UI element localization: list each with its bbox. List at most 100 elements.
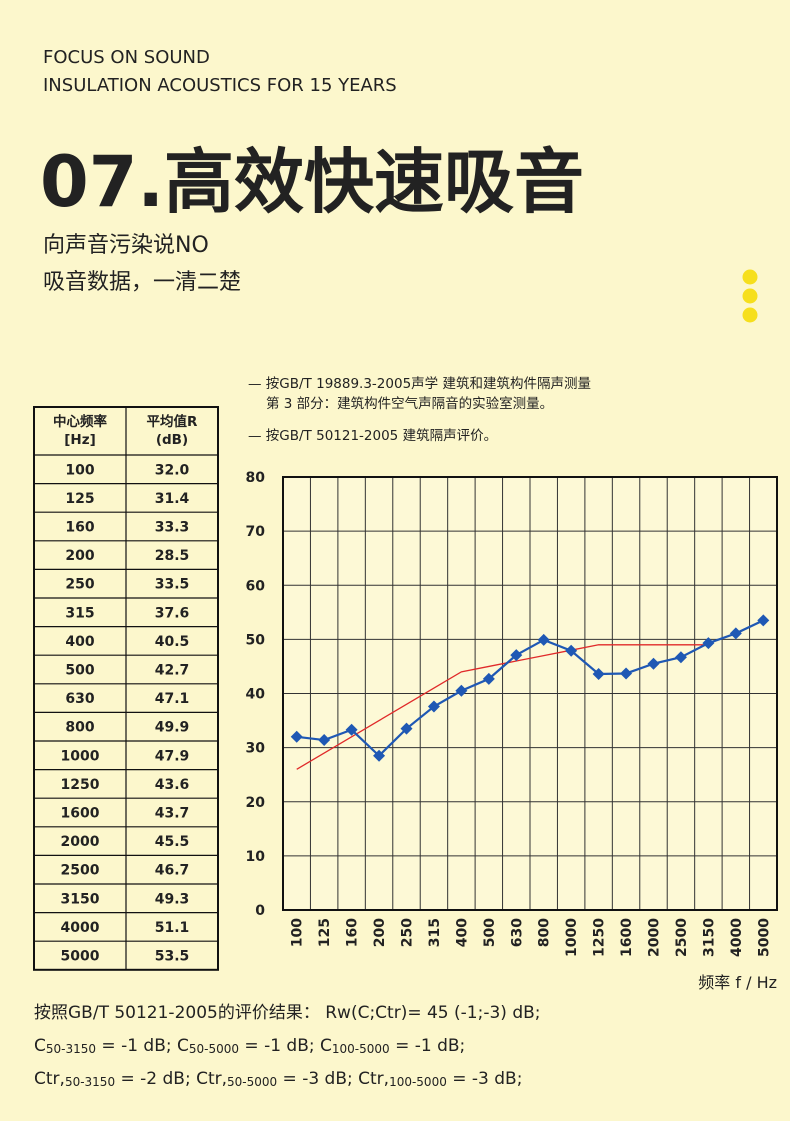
- table-cell: 125: [65, 491, 94, 507]
- y-tick-label: 80: [246, 470, 266, 486]
- table-cell: 53.5: [155, 949, 190, 965]
- table-cell: 43.6: [155, 777, 190, 793]
- x-tick-label: 160: [345, 918, 361, 947]
- marker: [757, 614, 770, 627]
- marker: [620, 667, 633, 680]
- marker: [702, 637, 715, 650]
- marker: [647, 657, 660, 670]
- marker: [729, 627, 742, 640]
- subscript: 100-5000: [389, 1075, 447, 1089]
- result-text: = -1 dB; C: [239, 1036, 332, 1056]
- y-tick-label: 60: [246, 578, 266, 594]
- plot-border: [282, 476, 778, 911]
- table-cell: 42.7: [155, 663, 190, 679]
- marker: [290, 730, 303, 743]
- result-line: Ctr,50-3150 = -2 dB; Ctr,50-5000 = -3 dB…: [34, 1069, 522, 1089]
- table-cell: 33.3: [155, 520, 190, 536]
- result-line: C50-3150 = -1 dB; C50-5000 = -1 dB; C100…: [34, 1036, 465, 1056]
- table-cell: 1000: [61, 748, 100, 764]
- title: 07.高效快速吸音: [40, 141, 584, 223]
- table-header: 平均值R: [147, 413, 198, 430]
- y-tick-label: 0: [255, 903, 265, 919]
- x-tick-label: 500: [482, 918, 498, 947]
- marker: [427, 700, 440, 713]
- tagline: INSULATION ACOUSTICS FOR 15 YEARS: [43, 75, 397, 96]
- marker: [373, 749, 386, 762]
- dot: [742, 288, 758, 304]
- table-cell: 1250: [61, 777, 100, 793]
- x-tick-label: 100: [290, 918, 306, 947]
- table-cell: 37.6: [155, 605, 190, 621]
- dot: [742, 269, 758, 285]
- table-cell: 46.7: [155, 863, 190, 879]
- table-cell: 45.5: [155, 834, 190, 850]
- marker: [455, 684, 468, 697]
- table-cell: 160: [65, 520, 94, 536]
- marker: [592, 668, 605, 681]
- subscript: 100-5000: [332, 1042, 390, 1056]
- x-tick-label: 1250: [592, 918, 608, 957]
- table-cell: 51.1: [155, 920, 190, 936]
- x-tick-label: 125: [317, 918, 333, 947]
- result-text: = -1 dB;: [390, 1036, 466, 1056]
- y-tick-label: 30: [246, 741, 266, 757]
- table-cell: 31.4: [155, 491, 190, 507]
- x-axis-label: 频率 f / Hz: [698, 973, 777, 992]
- x-tick-label: 400: [454, 918, 470, 947]
- y-tick-label: 20: [246, 795, 266, 811]
- result-text: Ctr,: [34, 1069, 65, 1089]
- subscript: 50-3150: [46, 1042, 96, 1056]
- x-tick-label: 2500: [674, 918, 690, 957]
- x-tick-label: 4000: [729, 918, 745, 957]
- series-line: [296, 644, 709, 770]
- subtitle: 向声音污染说NO: [43, 233, 209, 258]
- table-cell: 49.3: [155, 891, 190, 907]
- table-cell: 400: [65, 634, 94, 650]
- table-cell: 47.1: [155, 691, 190, 707]
- table-cell: 33.5: [155, 577, 190, 593]
- marker: [510, 649, 523, 662]
- x-tick-label: 3150: [701, 918, 717, 957]
- table-cell: 49.9: [155, 720, 190, 736]
- table-header: [Hz]: [64, 432, 96, 448]
- table-cell: 315: [65, 605, 94, 621]
- subtitle: 吸音数据，一清二楚: [43, 270, 241, 295]
- marker: [674, 651, 687, 664]
- marker: [400, 722, 413, 735]
- table-cell: 3150: [61, 891, 100, 907]
- result-text: = -3 dB;: [447, 1069, 523, 1089]
- marker: [318, 734, 331, 747]
- result-line: 按照GB/T 50121-2005的评价结果： Rw(C;Ctr)= 45 (-…: [34, 1003, 541, 1023]
- series-line: [296, 619, 764, 758]
- table-cell: 5000: [61, 949, 100, 965]
- x-tick-label: 5000: [756, 918, 772, 957]
- x-tick-label: 630: [509, 918, 525, 947]
- table-cell: 200: [65, 548, 94, 564]
- y-tick-label: 70: [246, 524, 266, 540]
- x-tick-label: 315: [427, 918, 443, 947]
- table-cell: 32.0: [155, 462, 190, 478]
- note: 第 3 部分：建筑构件空气声隔音的实验室测量。: [266, 395, 553, 412]
- table-cell: 4000: [61, 920, 100, 936]
- x-tick-label: 1000: [564, 918, 580, 957]
- note: — 按GB/T 19889.3-2005声学 建筑和建筑构件隔声测量: [248, 376, 591, 392]
- table-header: 中心频率: [53, 413, 107, 430]
- result-text: = -2 dB; Ctr,: [115, 1069, 227, 1089]
- table-cell: 500: [65, 663, 94, 679]
- result-text: = -1 dB; C: [96, 1036, 189, 1056]
- marker: [537, 633, 550, 646]
- result-text: 按照GB/T 50121-2005的评价结果： Rw(C;Ctr)= 45 (-…: [34, 1003, 541, 1023]
- subscript: 50-3150: [65, 1075, 115, 1089]
- y-tick-label: 40: [246, 687, 266, 703]
- note: — 按GB/T 50121-2005 建筑隔声评价。: [248, 428, 497, 444]
- result-text: = -3 dB; Ctr,: [277, 1069, 389, 1089]
- table-cell: 1600: [61, 806, 100, 822]
- table-cell: 40.5: [155, 634, 190, 650]
- x-tick-label: 200: [372, 918, 388, 947]
- table-cell: 43.7: [155, 806, 190, 822]
- table-header: (dB): [156, 432, 188, 448]
- result-text: C: [34, 1036, 46, 1056]
- subscript: 50-5000: [189, 1042, 239, 1056]
- marker: [565, 644, 578, 657]
- marker: [345, 723, 358, 736]
